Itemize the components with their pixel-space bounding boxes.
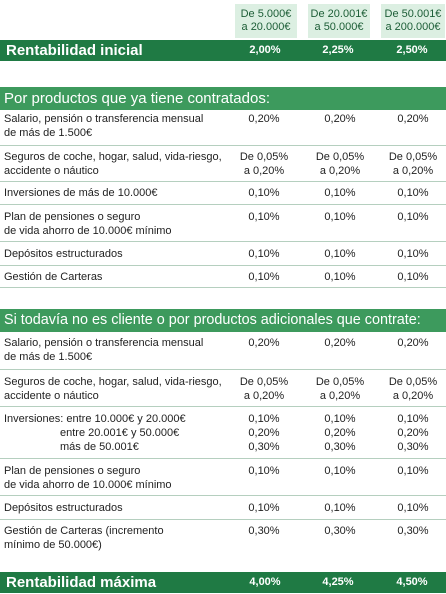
s2-row-portfolio: Gestión de Carteras (incremento mínimo d… — [0, 522, 446, 556]
row-value: De 0,05% a 0,20% — [315, 376, 365, 402]
row-value: 0,10% — [324, 502, 356, 514]
row-value: 0,20% — [397, 113, 429, 125]
row-label: Depósitos estructurados — [4, 248, 123, 260]
row-value: 0,10% — [397, 248, 429, 260]
row-value: 0,30% — [397, 525, 429, 537]
row-value: 0,20% — [324, 113, 356, 125]
initial-value-2: 2,25% — [322, 44, 354, 56]
s2-row-salary: Salario, pensión o transferencia mensual… — [0, 334, 446, 370]
initial-return-label: Rentabilidad inicial — [6, 42, 143, 59]
s1-row-pension: Plan de pensiones o seguro de vida ahorr… — [0, 208, 446, 242]
maximum-value-2: 4,25% — [322, 576, 354, 588]
row-value: De 0,05% a 0,20% — [239, 151, 289, 177]
row-label: Gestión de Carteras (incremento mínimo d… — [4, 525, 164, 551]
row-label: Salario, pensión o transferencia mensual… — [4, 113, 204, 139]
row-value: 0,10% — [324, 465, 356, 477]
row-value: 0,10% — [397, 465, 429, 477]
row-value: 0,10% — [324, 211, 356, 223]
section1-title: Por productos que ya tiene contratados: — [0, 87, 446, 110]
row-value: 0,30% — [248, 525, 280, 537]
s2-row-pension: Plan de pensiones o seguro de vida ahorr… — [0, 462, 446, 496]
row-label: Seguros de coche, hogar, salud, vida-rie… — [4, 376, 222, 402]
row-value: 0,10% — [397, 502, 429, 514]
tier-label-3: De 50.001€ a 200.000€ — [384, 8, 442, 33]
row-value: 0,10% 0,20% 0,30% — [248, 413, 280, 453]
s1-row-deposits: Depósitos estructurados 0,10% 0,10% 0,10… — [0, 245, 446, 266]
maximum-return-bar: Rentabilidad máxima 4,00% 4,25% 4,50% — [0, 572, 446, 593]
row-sublabel: entre 20.001€ y 50.000€ — [60, 427, 180, 439]
row-label: Seguros de coche, hogar, salud, vida-rie… — [4, 151, 222, 177]
row-value: 0,10% — [324, 248, 356, 260]
initial-value-1: 2,00% — [249, 44, 281, 56]
section2-title: Si todavía no es cliente o por productos… — [0, 309, 446, 332]
row-value: 0,20% — [248, 337, 280, 349]
tier-label-1: De 5.000€ a 20.000€ — [240, 8, 292, 33]
row-value: 0,10% 0,20% 0,30% — [397, 413, 429, 453]
row-label: Inversiones: entre 10.000€ y 20.000€ — [4, 413, 186, 425]
s1-row-salary: Salario, pensión o transferencia mensual… — [0, 110, 446, 146]
tier-header-3: De 50.001€ a 200.000€ — [381, 4, 445, 38]
row-sublabel: más de 50.001€ — [60, 441, 139, 453]
row-value: 0,10% — [248, 248, 280, 260]
tier-header-1: De 5.000€ a 20.000€ — [235, 4, 297, 38]
row-value: 0,10% — [248, 271, 280, 283]
row-value: 0,10% — [248, 502, 280, 514]
row-value: De 0,05% a 0,20% — [388, 376, 438, 402]
row-value: 0,10% 0,20% 0,30% — [324, 413, 356, 453]
maximum-value-3: 4,50% — [396, 576, 428, 588]
row-label: Plan de pensiones o seguro de vida ahorr… — [4, 211, 172, 237]
row-value: 0,10% — [397, 271, 429, 283]
row-value: De 0,05% a 0,20% — [388, 151, 438, 177]
maximum-return-label: Rentabilidad máxima — [6, 574, 157, 591]
row-value: 0,30% — [324, 525, 356, 537]
row-value: 0,10% — [248, 187, 280, 199]
row-label: Depósitos estructurados — [4, 502, 123, 514]
tier-header-2: De 20.001€ a 50.000€ — [308, 4, 370, 38]
row-label-group: Inversiones: entre 10.000€ y 20.000€ ent… — [4, 412, 229, 454]
row-value: 0,10% — [397, 187, 429, 199]
row-label: Plan de pensiones o seguro de vida ahorr… — [4, 465, 172, 491]
s2-row-insurance: Seguros de coche, hogar, salud, vida-rie… — [0, 373, 446, 407]
row-value: 0,10% — [248, 465, 280, 477]
row-label: Inversiones de más de 10.000€ — [4, 187, 158, 199]
row-label: Gestión de Carteras — [4, 271, 103, 283]
row-value: De 0,05% a 0,20% — [239, 376, 289, 402]
maximum-value-1: 4,00% — [249, 576, 281, 588]
row-value: 0,10% — [324, 271, 356, 283]
row-value: 0,20% — [248, 113, 280, 125]
s2-row-deposits: Depósitos estructurados 0,10% 0,10% 0,10… — [0, 499, 446, 520]
tier-label-2: De 20.001€ a 50.000€ — [310, 8, 368, 33]
row-value: 0,20% — [397, 337, 429, 349]
s2-row-investments: Inversiones: entre 10.000€ y 20.000€ ent… — [0, 410, 446, 459]
row-value: 0,10% — [248, 211, 280, 223]
initial-return-bar: Rentabilidad inicial 2,00% 2,25% 2,50% — [0, 40, 446, 61]
s1-row-insurance: Seguros de coche, hogar, salud, vida-rie… — [0, 148, 446, 182]
row-value: 0,10% — [397, 211, 429, 223]
row-value: 0,10% — [324, 187, 356, 199]
s1-row-portfolio: Gestión de Carteras 0,10% 0,10% 0,10% — [0, 268, 446, 288]
s1-row-investments: Inversiones de más de 10.000€ 0,10% 0,10… — [0, 184, 446, 205]
row-label: Salario, pensión o transferencia mensual… — [4, 337, 204, 363]
initial-value-3: 2,50% — [396, 44, 428, 56]
row-value: De 0,05% a 0,20% — [315, 151, 365, 177]
row-value: 0,20% — [324, 337, 356, 349]
